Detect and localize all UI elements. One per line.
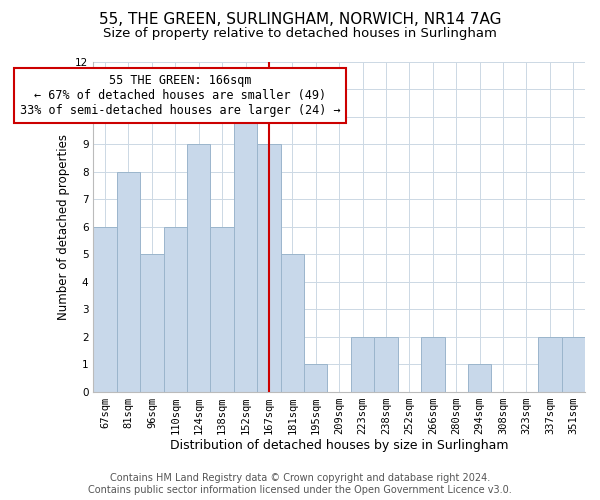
Text: 55 THE GREEN: 166sqm
← 67% of detached houses are smaller (49)
33% of semi-detac: 55 THE GREEN: 166sqm ← 67% of detached h… — [20, 74, 340, 117]
Bar — [94, 226, 117, 392]
Text: Contains HM Land Registry data © Crown copyright and database right 2024.
Contai: Contains HM Land Registry data © Crown c… — [88, 474, 512, 495]
Bar — [117, 172, 140, 392]
Bar — [211, 226, 234, 392]
Text: Size of property relative to detached houses in Surlingham: Size of property relative to detached ho… — [103, 28, 497, 40]
Bar — [164, 226, 187, 392]
Bar — [562, 336, 585, 392]
Bar — [538, 336, 562, 392]
Text: 55, THE GREEN, SURLINGHAM, NORWICH, NR14 7AG: 55, THE GREEN, SURLINGHAM, NORWICH, NR14… — [99, 12, 501, 28]
Bar — [421, 336, 445, 392]
Bar — [281, 254, 304, 392]
Bar — [234, 116, 257, 392]
Bar — [257, 144, 281, 392]
Bar — [468, 364, 491, 392]
Bar — [374, 336, 398, 392]
Bar — [351, 336, 374, 392]
Y-axis label: Number of detached properties: Number of detached properties — [57, 134, 70, 320]
Bar — [140, 254, 164, 392]
Bar — [187, 144, 211, 392]
X-axis label: Distribution of detached houses by size in Surlingham: Distribution of detached houses by size … — [170, 440, 508, 452]
Bar — [304, 364, 328, 392]
